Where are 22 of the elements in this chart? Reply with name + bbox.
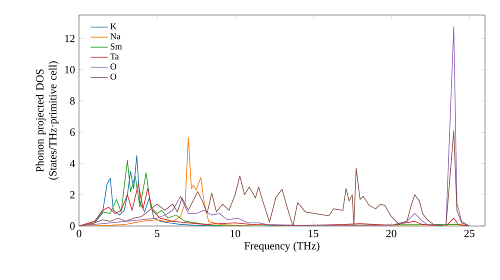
y-tick-label: 4 (70, 160, 75, 168)
x-axis-title: Frequency (THz) (244, 242, 320, 252)
x-tick-label: 10 (230, 230, 240, 238)
x-tick-label: 25 (464, 230, 474, 238)
x-tick-label: 5 (154, 230, 160, 238)
y-tick-label: 0 (70, 222, 75, 230)
legend-label: Sm (110, 43, 122, 50)
line-series (79, 183, 470, 226)
y-tick-label: 6 (70, 128, 75, 136)
legend-label: Ta (110, 53, 119, 60)
x-tick-label: 0 (76, 230, 82, 238)
y-axis-title: Phonon projected DOS (States/THz·primitive cell) (36, 61, 59, 180)
x-tick-label: 20 (386, 230, 396, 238)
legend-label: O (110, 63, 116, 70)
y-tick-label: 8 (70, 97, 75, 105)
legend-label: Na (110, 33, 120, 40)
y-tick-label: 12 (65, 34, 75, 42)
x-tick-label: 15 (308, 230, 318, 238)
y-tick-label: 10 (65, 66, 75, 74)
legend-label: K (110, 23, 116, 30)
legend-label: O (110, 74, 116, 80)
y-tick-label: 2 (70, 191, 75, 198)
